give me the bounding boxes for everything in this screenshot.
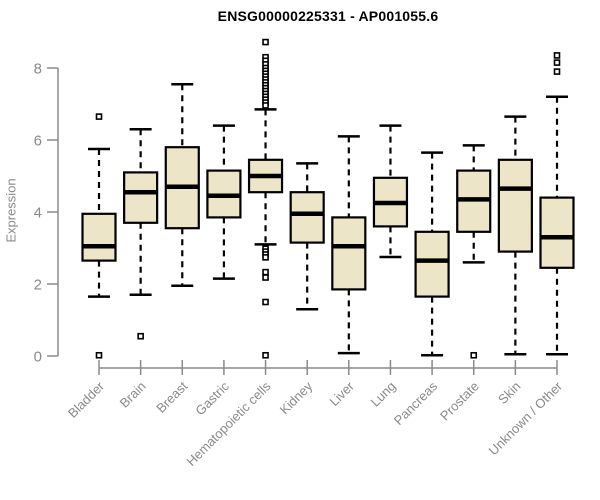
outlier-unknown-other	[553, 68, 561, 75]
outlier-hematopoietic-cells	[262, 351, 269, 359]
box-unknown-other	[539, 196, 575, 269]
x-tick-label-lung: Lung	[368, 379, 399, 410]
y-tick-label: 6	[34, 132, 42, 149]
box-brain	[123, 171, 159, 224]
outlier-unknown-other	[553, 52, 561, 59]
outlier-hematopoietic-cells	[262, 102, 269, 109]
box-kidney	[289, 191, 325, 244]
x-tick-label-unknown-other: Unknown / Other	[486, 378, 566, 458]
outlier-bladder	[95, 351, 103, 359]
y-tick-label: 2	[34, 276, 42, 293]
outlier-bladder	[95, 113, 103, 120]
x-tick-label-brain: Brain	[117, 379, 149, 411]
outlier-brain	[137, 332, 144, 340]
box-skin	[497, 158, 533, 253]
x-tick-label-gastric: Gastric	[192, 378, 232, 418]
outlier-unknown-other	[553, 59, 561, 66]
outlier-hematopoietic-cells	[262, 268, 269, 276]
y-tick-label: 4	[34, 204, 42, 221]
outlier-hematopoietic-cells	[262, 38, 269, 46]
outlier-prostate	[470, 351, 478, 359]
y-tick-label: 0	[34, 348, 42, 365]
x-tick-label-liver: Liver	[326, 378, 357, 409]
x-tick-label-breast: Breast	[153, 378, 190, 415]
x-tick-label-bladder: Bladder	[65, 378, 108, 421]
chart-title: ENSG00000225331 - AP001055.6	[217, 8, 439, 24]
x-tick-label-prostate: Prostate	[437, 379, 482, 424]
outlier-hematopoietic-cells	[262, 254, 269, 261]
box-liver	[331, 216, 367, 291]
x-tick-label-kidney: Kidney	[277, 378, 316, 417]
x-tick-label-pancreas: Pancreas	[391, 378, 441, 428]
x-tick-label-skin: Skin	[495, 379, 523, 407]
box-bladder	[81, 212, 117, 262]
outlier-hematopoietic-cells	[262, 274, 269, 281]
box-pancreas	[414, 230, 450, 298]
outlier-hematopoietic-cells	[262, 298, 269, 306]
y-tick-label: 8	[34, 60, 42, 77]
